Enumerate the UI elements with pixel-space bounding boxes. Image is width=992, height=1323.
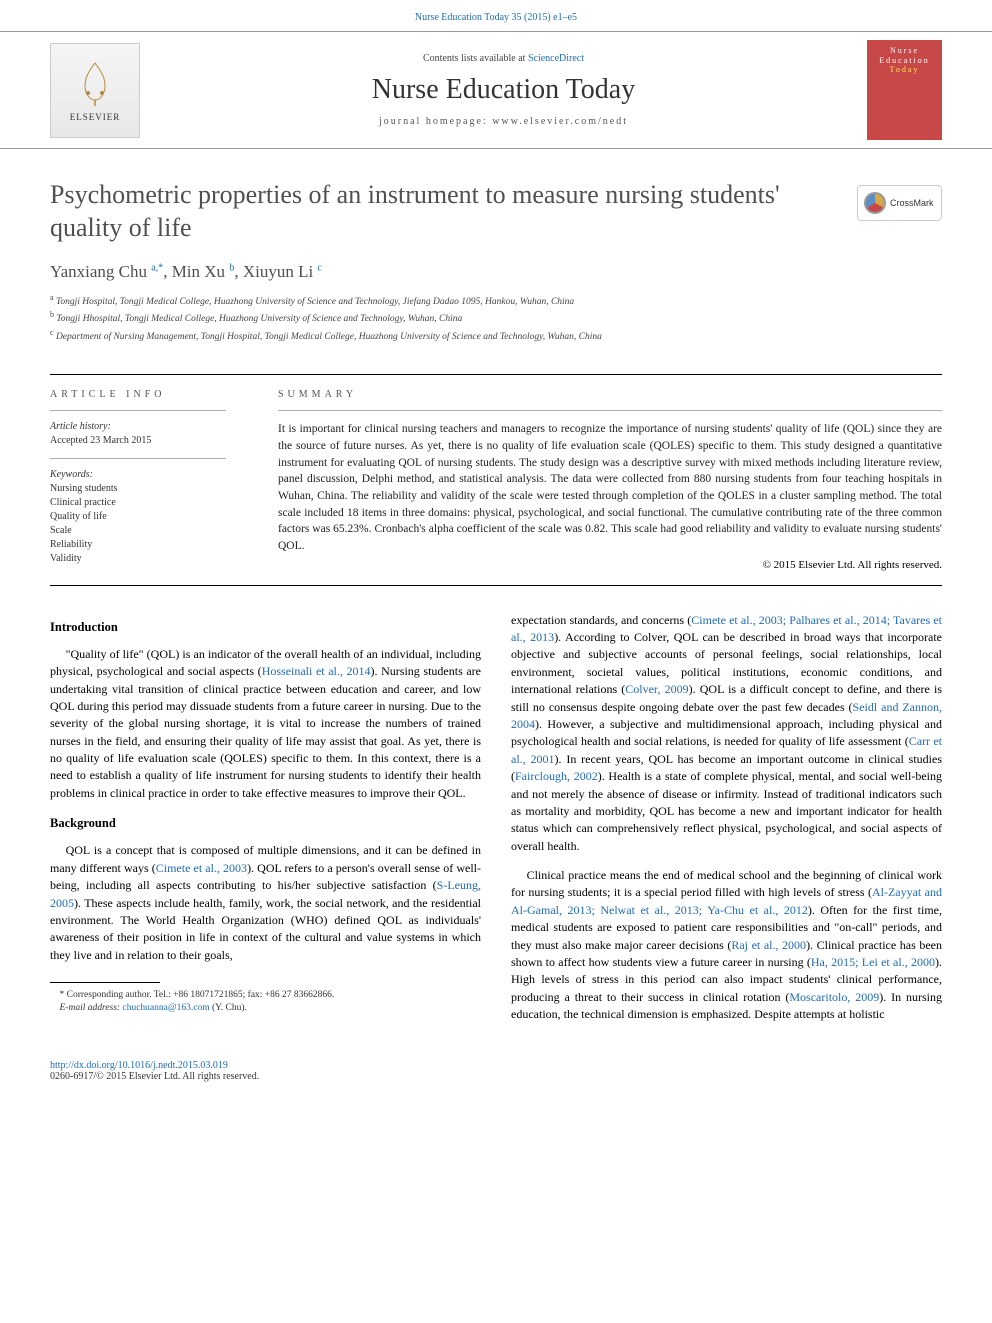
background-paragraph: QOL is a concept that is composed of mul… [50, 842, 481, 964]
keyword-item: Scale [50, 524, 246, 538]
article-header: CrossMark Psychometric properties of an … [0, 149, 992, 354]
journal-cover-title: Nurse Education Today [877, 44, 931, 77]
homepage-label: journal homepage: [379, 116, 492, 127]
introduction-heading: Introduction [50, 618, 481, 636]
corresponding-author-footnote: * Corresponding author. Tel.: +86 180717… [50, 989, 481, 1016]
column-left: Introduction "Quality of life" (QOL) is … [50, 612, 481, 1036]
citation-link[interactable]: Ha, 2015; Lei et al., 2000 [811, 955, 935, 969]
footnote-tel: * Corresponding author. Tel.: +86 180717… [50, 989, 481, 1002]
summary-text: It is important for clinical nursing tea… [278, 421, 942, 554]
affiliation-b: b Tongji Hhospital, Tongji Medical Colle… [50, 309, 942, 326]
cover-line2: Education [879, 56, 929, 66]
footnote-separator [50, 982, 160, 983]
affiliation-c: c Department of Nursing Management, Tong… [50, 327, 942, 344]
citation-link[interactable]: Fairclough, 2002 [515, 769, 598, 783]
journal-title: Nurse Education Today [160, 74, 847, 106]
info-summary-row: ARTICLE INFO Article history: Accepted 2… [50, 374, 942, 585]
divider [50, 410, 226, 411]
background-heading: Background [50, 814, 481, 832]
citation-link[interactable]: Raj et al., 2000 [731, 938, 806, 952]
contents-line: Contents lists available at ScienceDirec… [160, 53, 847, 64]
body-columns: Introduction "Quality of life" (QOL) is … [0, 586, 992, 1046]
clinical-practice-paragraph: Clinical practice means the end of medic… [511, 867, 942, 1024]
sciencedirect-link[interactable]: ScienceDirect [528, 53, 584, 64]
citation-link[interactable]: Cimete et al., 2003 [156, 861, 247, 875]
masthead: ELSEVIER Contents lists available at Sci… [0, 31, 992, 149]
citation-header: Nurse Education Today 35 (2015) e1–e5 [0, 0, 992, 31]
keyword-item: Quality of life [50, 510, 246, 524]
article-title: Psychometric properties of an instrument… [50, 179, 830, 244]
contents-prefix: Contents lists available at [423, 53, 528, 64]
keyword-item: Nursing students [50, 482, 246, 496]
affiliation-a: a Tongji Hospital, Tongji Medical Colleg… [50, 292, 942, 309]
publisher-name: ELSEVIER [70, 112, 121, 122]
keyword-item: Validity [50, 552, 246, 566]
intro-paragraph: "Quality of life" (QOL) is an indicator … [50, 646, 481, 803]
crossmark-badge[interactable]: CrossMark [857, 185, 942, 221]
summary-panel: SUMMARY It is important for clinical nur… [260, 375, 942, 584]
divider [278, 410, 942, 411]
author-1[interactable]: Yanxiang Chu a,* [50, 262, 163, 281]
journal-cover[interactable]: Nurse Education Today [867, 40, 942, 140]
keyword-item: Clinical practice [50, 496, 246, 510]
citation-link[interactable]: Colver, 2009 [625, 682, 688, 696]
citation-link[interactable]: Hosseinali et al., 2014 [262, 664, 371, 678]
email-link[interactable]: chuchuanna@163.com [122, 1003, 209, 1013]
issn-copyright: 0260-6917/© 2015 Elsevier Ltd. All right… [50, 1071, 259, 1082]
affiliations: a Tongji Hospital, Tongji Medical Colleg… [50, 292, 942, 344]
divider [50, 458, 226, 459]
footnote-email-line: E-mail address: chuchuanna@163.com (Y. C… [50, 1002, 481, 1015]
author-3[interactable]: Xiuyun Li c [243, 262, 322, 281]
elsevier-tree-icon [70, 58, 120, 108]
cover-line1: Nurse [879, 46, 929, 56]
crossmark-label: CrossMark [890, 198, 934, 208]
citation-link[interactable]: Moscaritolo, 2009 [789, 990, 879, 1004]
journal-homepage: journal homepage: www.elsevier.com/nedt [160, 116, 847, 127]
page-footer: http://dx.doi.org/10.1016/j.nedt.2015.03… [0, 1046, 992, 1102]
crossmark-icon [864, 192, 886, 214]
keywords-label: Keywords: [50, 469, 246, 480]
article-info-heading: ARTICLE INFO [50, 389, 246, 400]
background-continued: expectation standards, and concerns (Cim… [511, 612, 942, 855]
citation-text[interactable]: Nurse Education Today 35 (2015) e1–e5 [415, 12, 577, 23]
cover-line3: Today [879, 65, 929, 75]
homepage-url[interactable]: www.elsevier.com/nedt [492, 116, 628, 127]
column-right: expectation standards, and concerns (Cim… [511, 612, 942, 1036]
article-info-panel: ARTICLE INFO Article history: Accepted 2… [50, 375, 260, 584]
doi-link[interactable]: http://dx.doi.org/10.1016/j.nedt.2015.03… [50, 1060, 228, 1071]
masthead-center: Contents lists available at ScienceDirec… [160, 53, 847, 127]
keyword-item: Reliability [50, 538, 246, 552]
summary-heading: SUMMARY [278, 389, 942, 400]
publisher-logo[interactable]: ELSEVIER [50, 43, 140, 138]
history-label: Article history: [50, 421, 246, 432]
authors-line: Yanxiang Chu a,*, Min Xu b, Xiuyun Li c [50, 262, 942, 282]
author-2[interactable]: Min Xu b [172, 262, 235, 281]
copyright-line: © 2015 Elsevier Ltd. All rights reserved… [278, 559, 942, 571]
history-text: Accepted 23 March 2015 [50, 434, 246, 448]
